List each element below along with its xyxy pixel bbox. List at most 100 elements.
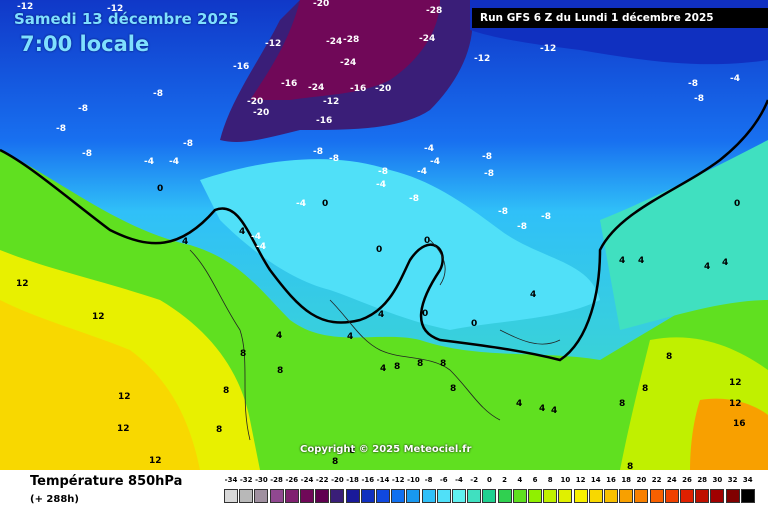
isotherm-label: -8 bbox=[183, 139, 193, 149]
scale-swatch bbox=[710, 489, 725, 503]
isotherm-label: -20 bbox=[375, 84, 392, 94]
scale-swatch bbox=[224, 489, 238, 503]
scale-tick: -30 bbox=[255, 476, 268, 484]
isotherm-label: -8 bbox=[688, 79, 698, 89]
isotherm-label: 8 bbox=[666, 352, 673, 362]
scale-tick: 26 bbox=[682, 476, 692, 484]
isotherm-label: 0 bbox=[424, 236, 431, 246]
isotherm-label: -8 bbox=[378, 167, 388, 177]
scale-tick: 8 bbox=[547, 476, 553, 484]
isotherm-label: 8 bbox=[277, 366, 284, 376]
isotherm-label: -8 bbox=[484, 169, 494, 179]
scale-swatch bbox=[345, 489, 360, 503]
isotherm-label: 8 bbox=[417, 359, 424, 369]
isotherm-label: -20 bbox=[313, 0, 330, 9]
isotherm-label: 12 bbox=[16, 279, 29, 289]
isotherm-label: -12 bbox=[540, 44, 557, 54]
isotherm-label: -8 bbox=[517, 222, 527, 232]
isotherm-label: -16 bbox=[350, 84, 367, 94]
isotherm-label: -4 bbox=[169, 157, 179, 167]
scale-tick: -6 bbox=[439, 476, 448, 484]
isotherm-label: -12 bbox=[265, 39, 282, 49]
isotherm-label: 4 bbox=[276, 331, 283, 341]
isotherm-label: -8 bbox=[82, 149, 92, 159]
scale-swatch bbox=[330, 489, 345, 503]
isotherm-label: -8 bbox=[409, 194, 419, 204]
scale-tick: 34 bbox=[742, 476, 753, 484]
scale-swatch bbox=[315, 489, 330, 503]
scale-swatch bbox=[376, 489, 390, 503]
scale-tick: -8 bbox=[424, 476, 433, 484]
scale-tick: -14 bbox=[376, 476, 390, 484]
scale-swatch bbox=[269, 489, 284, 503]
scale-tick: -20 bbox=[331, 476, 344, 484]
isotherm-label: 4 bbox=[722, 258, 729, 268]
scale-swatch bbox=[604, 489, 618, 503]
isotherm-label: 8 bbox=[627, 462, 634, 472]
scale-swatch bbox=[436, 489, 451, 503]
isotherm-label: -24 bbox=[308, 83, 325, 93]
isotherm-label: 0 bbox=[376, 245, 383, 255]
scale-tick: 20 bbox=[636, 476, 647, 484]
scale-tick: 10 bbox=[560, 476, 571, 484]
lead-time: (+ 288h) bbox=[30, 494, 79, 505]
scale-tick: -18 bbox=[346, 476, 359, 484]
scale-swatch bbox=[588, 489, 603, 503]
scale-tick: -28 bbox=[270, 476, 283, 484]
isotherm-label: -20 bbox=[253, 108, 270, 118]
isotherm-label: -16 bbox=[233, 62, 250, 72]
isotherm-label: 0 bbox=[157, 184, 164, 194]
scale-tick: 14 bbox=[590, 476, 601, 484]
scale-swatch bbox=[421, 489, 436, 503]
scale-swatch bbox=[528, 489, 542, 503]
scale-tick: 0 bbox=[486, 476, 492, 484]
scale-swatch bbox=[558, 489, 573, 503]
isotherm-label: -20 bbox=[247, 97, 264, 107]
scale-swatch bbox=[391, 489, 406, 503]
isotherm-label: -8 bbox=[329, 154, 339, 164]
isotherm-label: 8 bbox=[450, 384, 457, 394]
warm-zone-iberia bbox=[0, 300, 200, 470]
isotherm-label: 8 bbox=[642, 384, 649, 394]
scale-swatch bbox=[680, 489, 694, 503]
isotherm-label: -24 bbox=[340, 58, 357, 68]
scale-swatch bbox=[497, 489, 512, 503]
isotherm-label: 8 bbox=[440, 359, 447, 369]
isotherm-label: -8 bbox=[313, 147, 323, 157]
isotherm-label: -8 bbox=[78, 104, 88, 114]
color-scale: -34 -32 -30 -28 -26 -24 -22 -20 -18 -16 -14 -12 -10-… bbox=[224, 476, 756, 508]
cool-zone-central bbox=[200, 159, 600, 330]
isotherm-label: -8 bbox=[541, 212, 551, 222]
isotherm-label: 4 bbox=[638, 256, 645, 266]
scale-tick: 24 bbox=[666, 476, 677, 484]
scale-swatch bbox=[740, 489, 755, 503]
isotherm-label: -8 bbox=[153, 89, 163, 99]
scale-tick: 16 bbox=[606, 476, 616, 484]
isotherm-label: -12 bbox=[474, 54, 491, 64]
scale-tick: 22 bbox=[651, 476, 662, 484]
scale-swatch bbox=[573, 489, 588, 503]
isotherm-label: -4 bbox=[424, 144, 434, 154]
scale-swatch bbox=[452, 489, 466, 503]
scale-swatch bbox=[467, 489, 482, 503]
isotherm-label: 4 bbox=[182, 237, 189, 247]
isotherm-label: 12 bbox=[92, 312, 105, 322]
isotherm-label: -4 bbox=[251, 232, 261, 242]
isotherm-label: 4 bbox=[347, 332, 354, 342]
zero-isotherm bbox=[0, 99, 768, 362]
scale-tick: -24 bbox=[300, 476, 314, 484]
isotherm-label: -12 bbox=[323, 97, 340, 107]
scale-swatch bbox=[406, 489, 421, 503]
isotherm-label: -8 bbox=[694, 94, 704, 104]
scale-swatch bbox=[512, 489, 527, 503]
isotherm-label: -24 bbox=[326, 37, 343, 47]
isotherm-label: 4 bbox=[551, 406, 558, 416]
isotherm-label: 4 bbox=[239, 227, 246, 237]
scale-swatch bbox=[634, 489, 649, 503]
isotherm-label: 0 bbox=[322, 199, 329, 209]
coastline bbox=[189, 239, 561, 441]
variable-title: Température 850hPa bbox=[30, 474, 183, 489]
isotherm-label: 12 bbox=[117, 424, 130, 434]
forecast-time: 7:00 locale bbox=[20, 32, 150, 56]
isotherm-label: -4 bbox=[430, 157, 440, 167]
